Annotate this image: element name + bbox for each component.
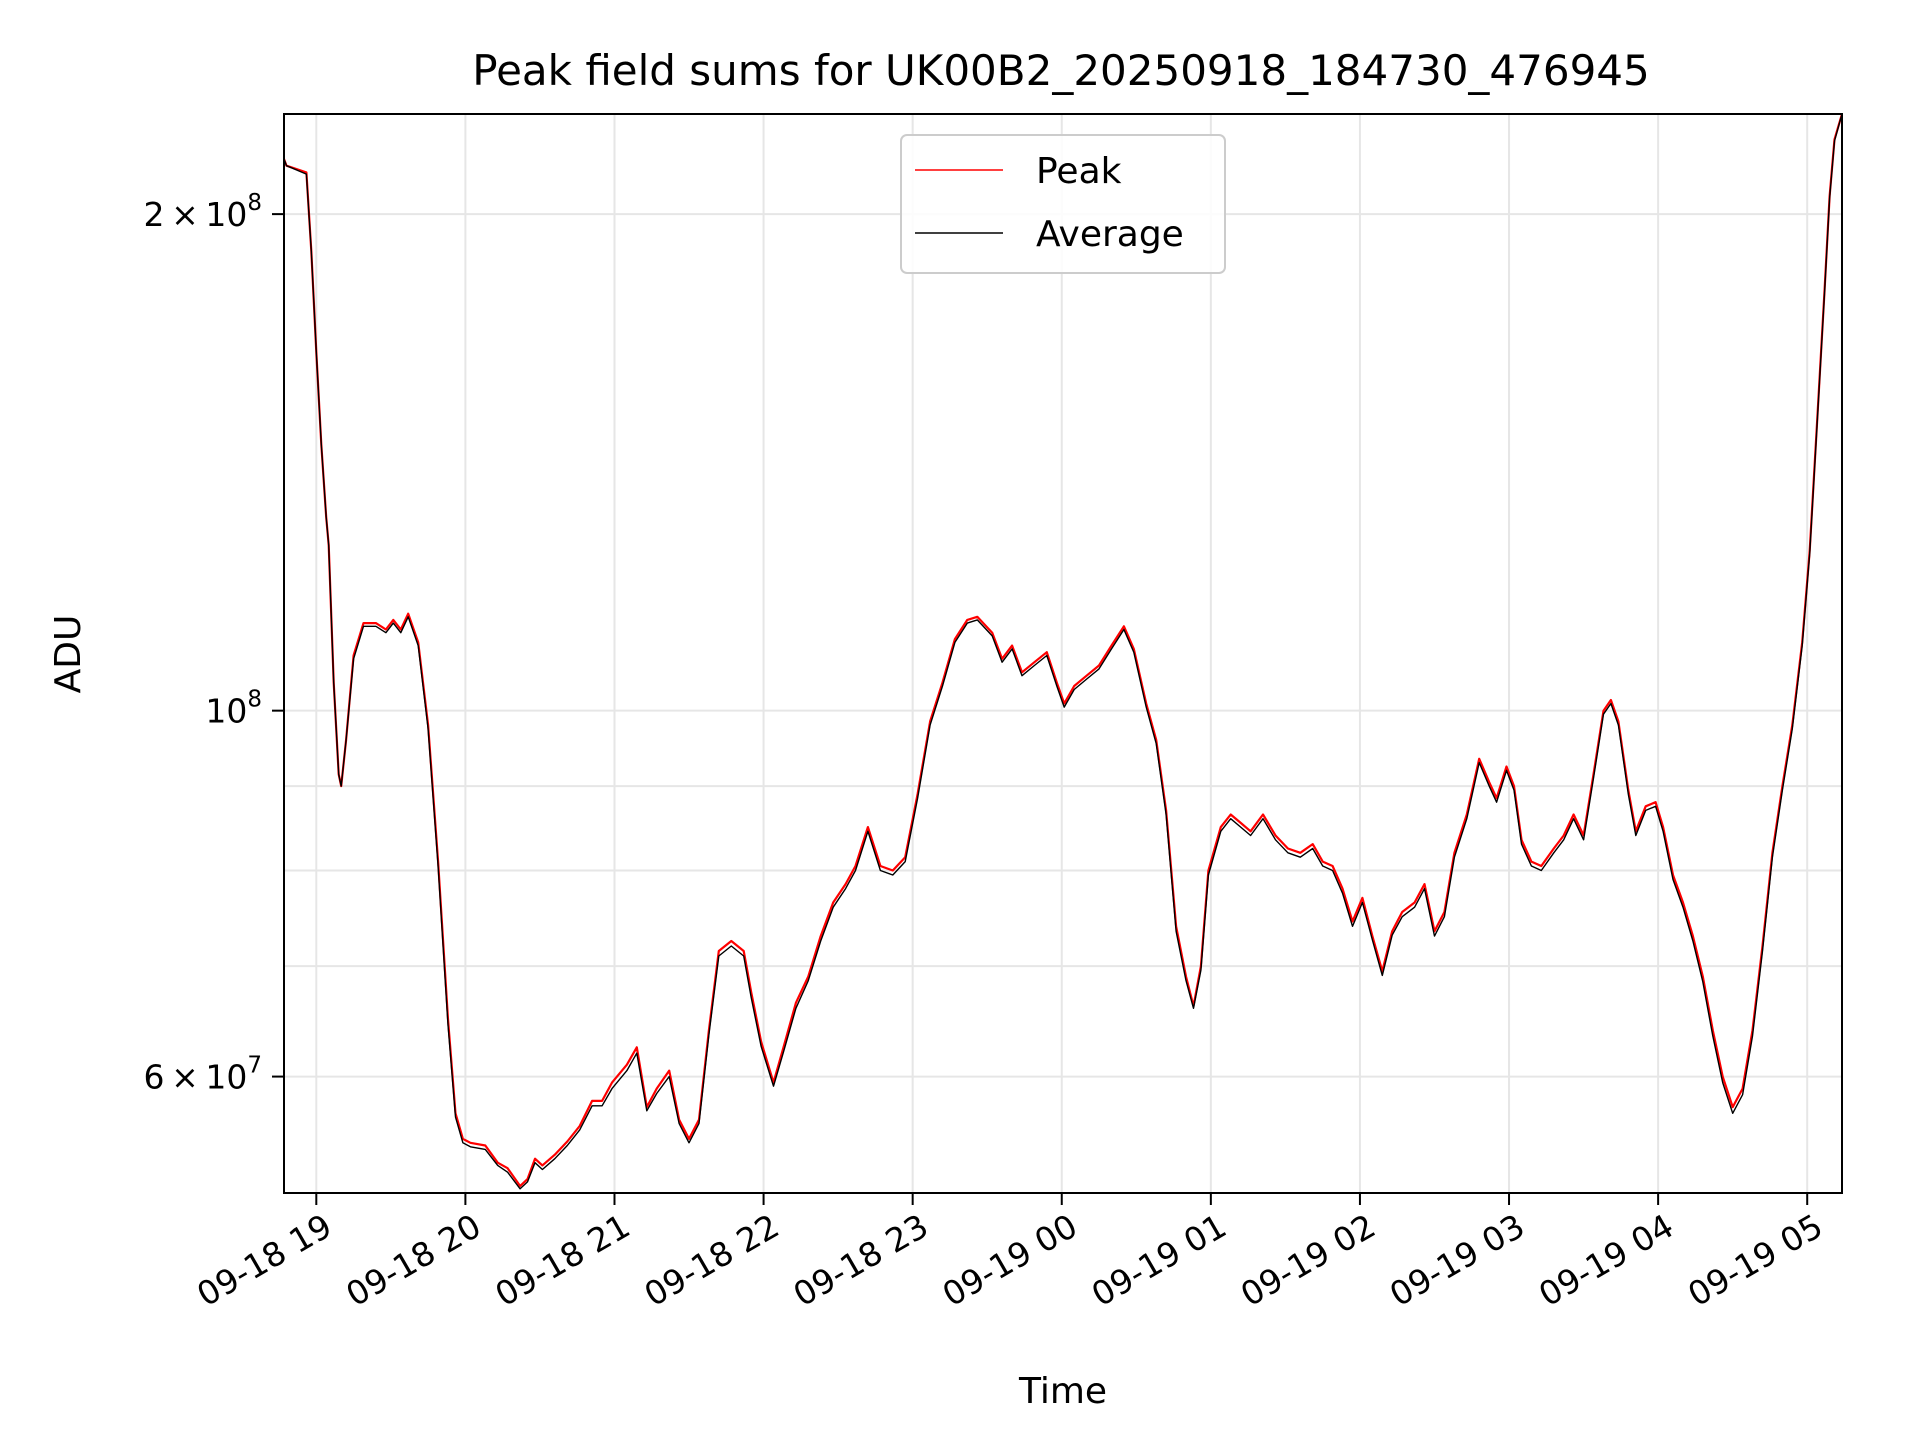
y-tick-exponent: 8	[247, 190, 262, 216]
legend-label-average: Average	[1036, 214, 1184, 255]
y-tick-label: 6 × 107	[144, 1053, 262, 1097]
y-axis-label: ADU	[48, 615, 89, 694]
legend: Peak Average	[900, 134, 1226, 274]
y-tick-exponent: 8	[247, 687, 262, 713]
series-line-peak	[282, 113, 1844, 1188]
y-tick-times: ×	[165, 1058, 206, 1097]
y-tick-times: ×	[165, 195, 206, 234]
chart-title: Peak field sums for UK00B2_20250918_1847…	[472, 46, 1650, 95]
legend-label-peak: Peak	[1036, 151, 1122, 192]
series-lines	[282, 113, 1844, 1190]
y-tick-base: 10	[205, 692, 247, 731]
y-tick-mantissa: 6	[144, 1058, 165, 1097]
y-tick-exponent: 7	[247, 1053, 262, 1079]
x-axis-label: Time	[1018, 1371, 1107, 1412]
series-line-average	[283, 113, 1843, 1190]
y-tick-mantissa: 2	[144, 195, 165, 234]
y-tick-label: 108	[205, 687, 262, 731]
grid-lines	[284, 114, 1842, 1193]
y-tick-base: 10	[205, 1058, 247, 1097]
plot-area-frame	[283, 113, 1843, 1194]
y-tick-label: 2 × 108	[144, 190, 262, 234]
y-tick-base: 10	[205, 195, 247, 234]
